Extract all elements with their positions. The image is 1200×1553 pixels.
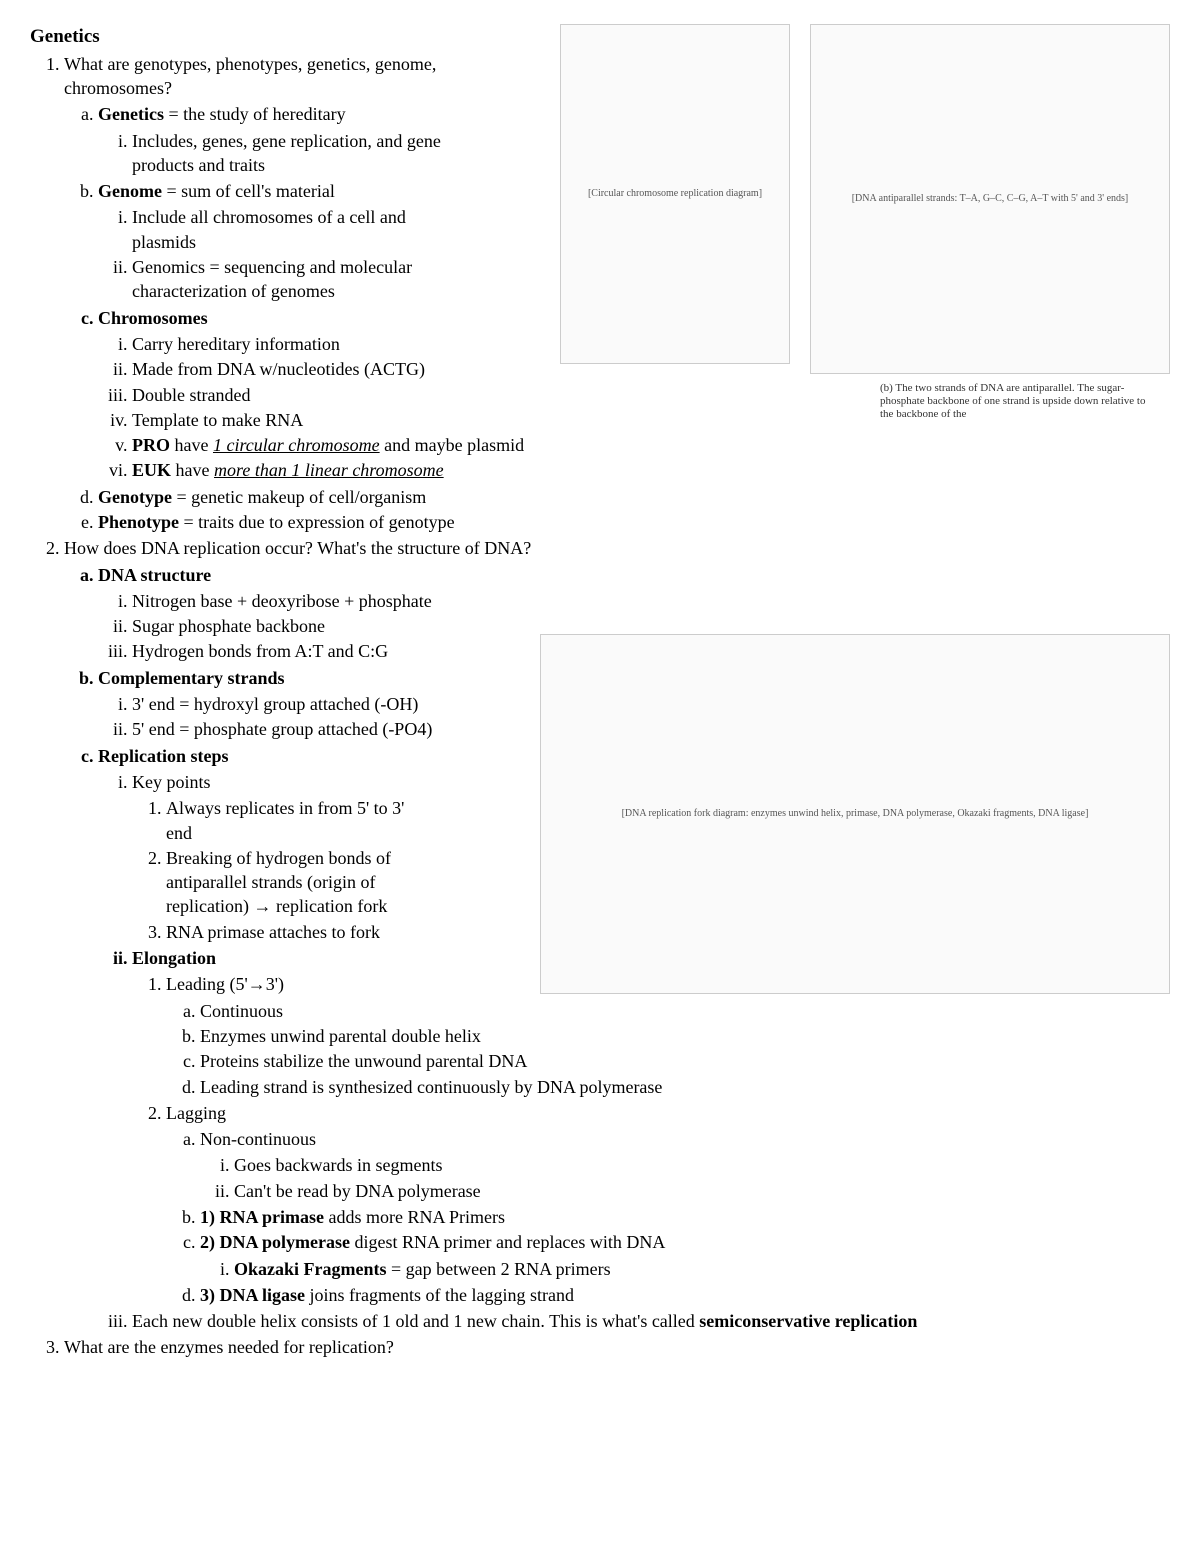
q1-e: Phenotype = traits due to expression of … xyxy=(98,510,1170,534)
q2-c-i-text: Key points xyxy=(132,772,211,792)
q1-c-vi: EUK have more than 1 linear chromosome xyxy=(132,458,1170,482)
figure-replication-circles: [Circular chromosome replication diagram… xyxy=(560,24,790,364)
q2-c-ii-2a-text: Non-continuous xyxy=(200,1129,316,1149)
q1-b-ii: Genomics = sequencing and molecular char… xyxy=(132,255,452,304)
q1-b-def: = sum of cell's material xyxy=(162,181,335,201)
q2-c-ii-1a: Continuous xyxy=(200,999,1170,1023)
q1-e-def: = traits due to expression of genotype xyxy=(179,512,455,532)
q2-c-ii-2: Lagging Non-continuous Goes backwards in… xyxy=(166,1101,1170,1307)
q2-c-i-1: Always replicates in from 5' to 3' end xyxy=(166,796,426,845)
q2-c-ii-2a: Non-continuous Goes backwards in segment… xyxy=(200,1127,1170,1203)
q1-d: Genotype = genetic makeup of cell/organi… xyxy=(98,485,1170,509)
q1-c-label: Chromosomes xyxy=(98,308,208,328)
document-body: [Circular chromosome replication diagram… xyxy=(30,24,1170,1360)
q1-d-label: Genotype xyxy=(98,487,172,507)
q2-c-ii-1d: Leading strand is synthesized continuous… xyxy=(200,1075,1170,1099)
figure-caption-antiparallel: (b) The two strands of DNA are antiparal… xyxy=(880,382,1160,422)
q2-c-ii-2b: 1) RNA primase adds more RNA Primers xyxy=(200,1205,1170,1229)
q2-text: How does DNA replication occur? What's t… xyxy=(64,538,531,558)
q2-c-ii-2c-i: Okazaki Fragments = gap between 2 RNA pr… xyxy=(234,1257,1170,1281)
q1-a-def: = the study of hereditary xyxy=(164,104,346,124)
q2-c-ii-2c-pre: 2) DNA polymerase xyxy=(200,1232,350,1252)
q2-c-ii-text: Elongation xyxy=(132,948,216,968)
figure-dna-antiparallel: [DNA antiparallel strands: T–A, G–C, C–G… xyxy=(810,24,1170,374)
q1-d-def: = genetic makeup of cell/organism xyxy=(172,487,426,507)
q2-c-ii-1-text: Leading (5'→3') xyxy=(166,974,284,994)
figure-replication-fork: [DNA replication fork diagram: enzymes u… xyxy=(540,634,1170,994)
q1-c-vi-pre: EUK xyxy=(132,460,171,480)
q2-c-ii-2d-post: joins fragments of the lagging strand xyxy=(305,1285,574,1305)
q1-c-v-post: and maybe plasmid xyxy=(380,435,524,455)
q2-c-label: Replication steps xyxy=(98,746,229,766)
q1-c-v-pre: PRO xyxy=(132,435,170,455)
q1-c-v-ui: 1 circular chromosome xyxy=(213,435,380,455)
q2-c-ii-2b-post: adds more RNA Primers xyxy=(324,1207,505,1227)
q3: What are the enzymes needed for replicat… xyxy=(64,1335,1170,1359)
q2-c-ii-2b-pre: 1) RNA primase xyxy=(200,1207,324,1227)
q2-c-i-2: Breaking of hydrogen bonds of antiparall… xyxy=(166,846,446,919)
q3-text: What are the enzymes needed for replicat… xyxy=(64,1337,394,1357)
q1-text: What are genotypes, phenotypes, genetics… xyxy=(64,52,544,101)
q1-b-i: Include all chromosomes of a cell and pl… xyxy=(132,205,432,254)
q2-c-ii-2c-i-pre: Okazaki Fragments xyxy=(234,1259,387,1279)
q2-c-ii-2c-i-post: = gap between 2 RNA primers xyxy=(387,1259,611,1279)
q2-c-ii-2c-post: digest RNA primer and replaces with DNA xyxy=(350,1232,665,1252)
q1-e-label: Phenotype xyxy=(98,512,179,532)
q2-c-ii-2a-i: Goes backwards in segments xyxy=(234,1153,1170,1177)
q2-c-ii-2d: 3) DNA ligase joins fragments of the lag… xyxy=(200,1283,1170,1307)
q1-a-i: Includes, genes, gene replication, and g… xyxy=(132,129,452,178)
q2-b-ii: 5' end = phosphate group attached (-PO4) xyxy=(132,717,452,741)
q2-b-label: Complementary strands xyxy=(98,668,285,688)
q2-c-ii-1c: Proteins stabilize the unwound parental … xyxy=(200,1049,1170,1073)
q1-a-label: Genetics xyxy=(98,104,164,124)
q2-c-iii-b: semiconservative replication xyxy=(699,1311,917,1331)
q1-c-v-mid: have xyxy=(170,435,213,455)
q2-a-label: DNA structure xyxy=(98,565,211,585)
q1-b-label: Genome xyxy=(98,181,162,201)
q2-c-ii-2c: 2) DNA polymerase digest RNA primer and … xyxy=(200,1230,1170,1281)
q1-c-vi-ui: more than 1 linear chromosome xyxy=(214,460,444,480)
q2-c-iii: Each new double helix consists of 1 old … xyxy=(132,1309,1170,1333)
q2-c-ii-2a-ii: Can't be read by DNA polymerase xyxy=(234,1179,1170,1203)
q2-c-ii-1b: Enzymes unwind parental double helix xyxy=(200,1024,1170,1048)
q2-a-i: Nitrogen base + deoxyribose + phosphate xyxy=(132,589,1170,613)
q2-c-iii-pre: Each new double helix consists of 1 old … xyxy=(132,1311,699,1331)
q1-c-vi-mid: have xyxy=(171,460,214,480)
q2-c-ii: Elongation Leading (5'→3') Continuous En… xyxy=(132,946,1170,1307)
q2-c-ii-2d-pre: 3) DNA ligase xyxy=(200,1285,305,1305)
q1-c-v: PRO have 1 circular chromosome and maybe… xyxy=(132,433,1170,457)
q2-c-ii-2-text: Lagging xyxy=(166,1103,226,1123)
